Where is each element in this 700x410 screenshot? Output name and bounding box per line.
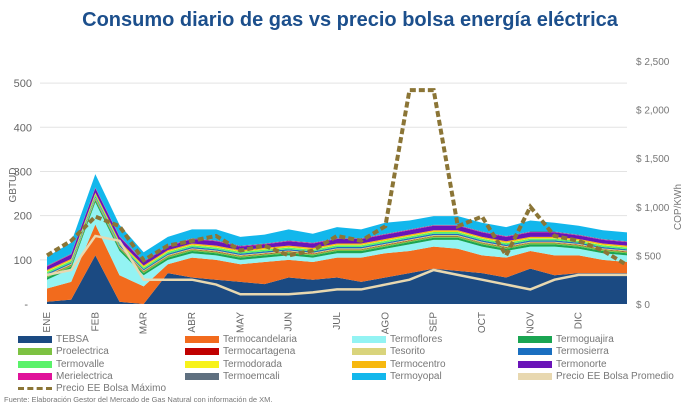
y2-tick-label: $ 2,000 [636,106,670,117]
legend-label: Tesorito [390,346,426,358]
x-tick-label: NOV [525,312,536,334]
x-tick-label: ENE [42,312,53,333]
legend-item: Precio EE Bolsa Máximo [18,383,166,394]
legend-swatch [18,336,52,343]
legend-label: Termocentro [390,358,446,370]
legend-swatch [185,348,219,356]
legend-label: Termodorada [223,358,282,370]
y2-tick-label: $ 0 [636,300,650,311]
y-tick-label: 200 [14,211,32,223]
y-tick-label: - [24,299,28,311]
y2-tick-label: $ 500 [636,251,661,262]
legend-item: Tesorito [352,346,425,357]
y2-axis-label: COP/KWh [673,184,684,230]
legend-item: Termoguajira [518,334,614,345]
legend-swatch [185,360,219,368]
x-tick-label: OCT [477,312,488,333]
x-tick-label: JUN [284,312,295,331]
source-note: Fuente: Elaboración Gestor del Mercado d… [4,395,273,404]
legend-swatch [185,372,219,380]
legend-label: Termoguajira [556,334,614,345]
x-tick-label: MAR [139,312,150,334]
legend-label: Proelectrica [56,346,109,358]
x-tick-label: DIC [574,312,585,329]
legend-item: Termocartagena [185,346,295,357]
legend-label: Termoflores [390,334,443,345]
legend-swatch [352,348,386,356]
legend-swatch [18,360,52,368]
legend-item: Termocandelaria [185,334,297,345]
chart: - 100 200 300 400 500 $ 0 $ 500 $ 1,000 $ 1,500 $ … [8,57,684,334]
x-tick-label: MAY [235,312,246,333]
legend-item: Precio EE Bolsa Promedio [518,371,674,382]
legend-label: TEBSA [56,334,89,345]
legend-label: Precio EE Bolsa Máximo [56,383,167,395]
legend-item: Termosierra [518,346,609,357]
y2-tick-label: $ 1,500 [636,154,670,165]
y-axis-label: GBTUD [8,168,19,203]
legend-label: Termocartagena [223,346,296,358]
area-termocandelaria [47,224,627,304]
legend-swatch [18,372,52,380]
y2-tick-label: $ 2,500 [636,57,670,68]
legend-swatch [518,348,552,356]
legend-swatch [518,360,552,368]
y-tick-label: 400 [14,122,32,134]
area-tebsa [47,255,627,304]
legend-item: TEBSA [18,334,89,345]
y-tick-label: 300 [14,166,32,178]
x-tick-label: FEB [90,312,101,332]
legend-swatch [352,372,386,380]
legend-label: Termoyopal [390,370,442,382]
x-tick-label: SEP [429,312,440,332]
legend-item: Merielectrica [18,371,113,382]
legend-swatch [518,372,552,380]
legend-label: Termoemcali [223,370,280,382]
legend-item: Termoemcali [185,371,280,382]
chart-title: Consumo diario de gas vs precio bolsa en… [82,9,618,31]
legend-item: Termodorada [185,359,282,370]
line-precio-promedio [46,234,627,296]
y-tick-label: 100 [14,255,32,267]
legend-swatch [518,336,552,343]
x-tick-label: JUL [332,312,343,330]
legend-swatch [18,348,52,356]
legend-swatch [185,336,219,343]
y-tick-label: 500 [14,78,32,90]
legend-label: Termocandelaria [223,334,297,345]
legend-item: Termoyopal [352,371,442,382]
legend-item: Termonorte [518,359,607,370]
legend-label: Termonorte [556,358,607,370]
legend-item: Termovalle [18,359,104,370]
legend-item: Termocentro [352,359,446,370]
line-precio-maximo [45,88,629,267]
legend-swatch [352,360,386,368]
y2-tick-label: $ 1,000 [636,203,670,214]
legend-swatch [18,387,52,391]
legend-item: Termoflores [352,334,442,345]
legend-label: Termovalle [56,358,105,370]
legend-label: Merielectrica [56,370,113,382]
legend-label: Termosierra [556,346,609,358]
legend-swatch [352,336,386,343]
legend-item: Proelectrica [18,346,109,357]
legend-label: Precio EE Bolsa Promedio [556,370,674,382]
x-tick-label: ABR [187,312,198,333]
x-tick-label: AGO [380,312,391,334]
